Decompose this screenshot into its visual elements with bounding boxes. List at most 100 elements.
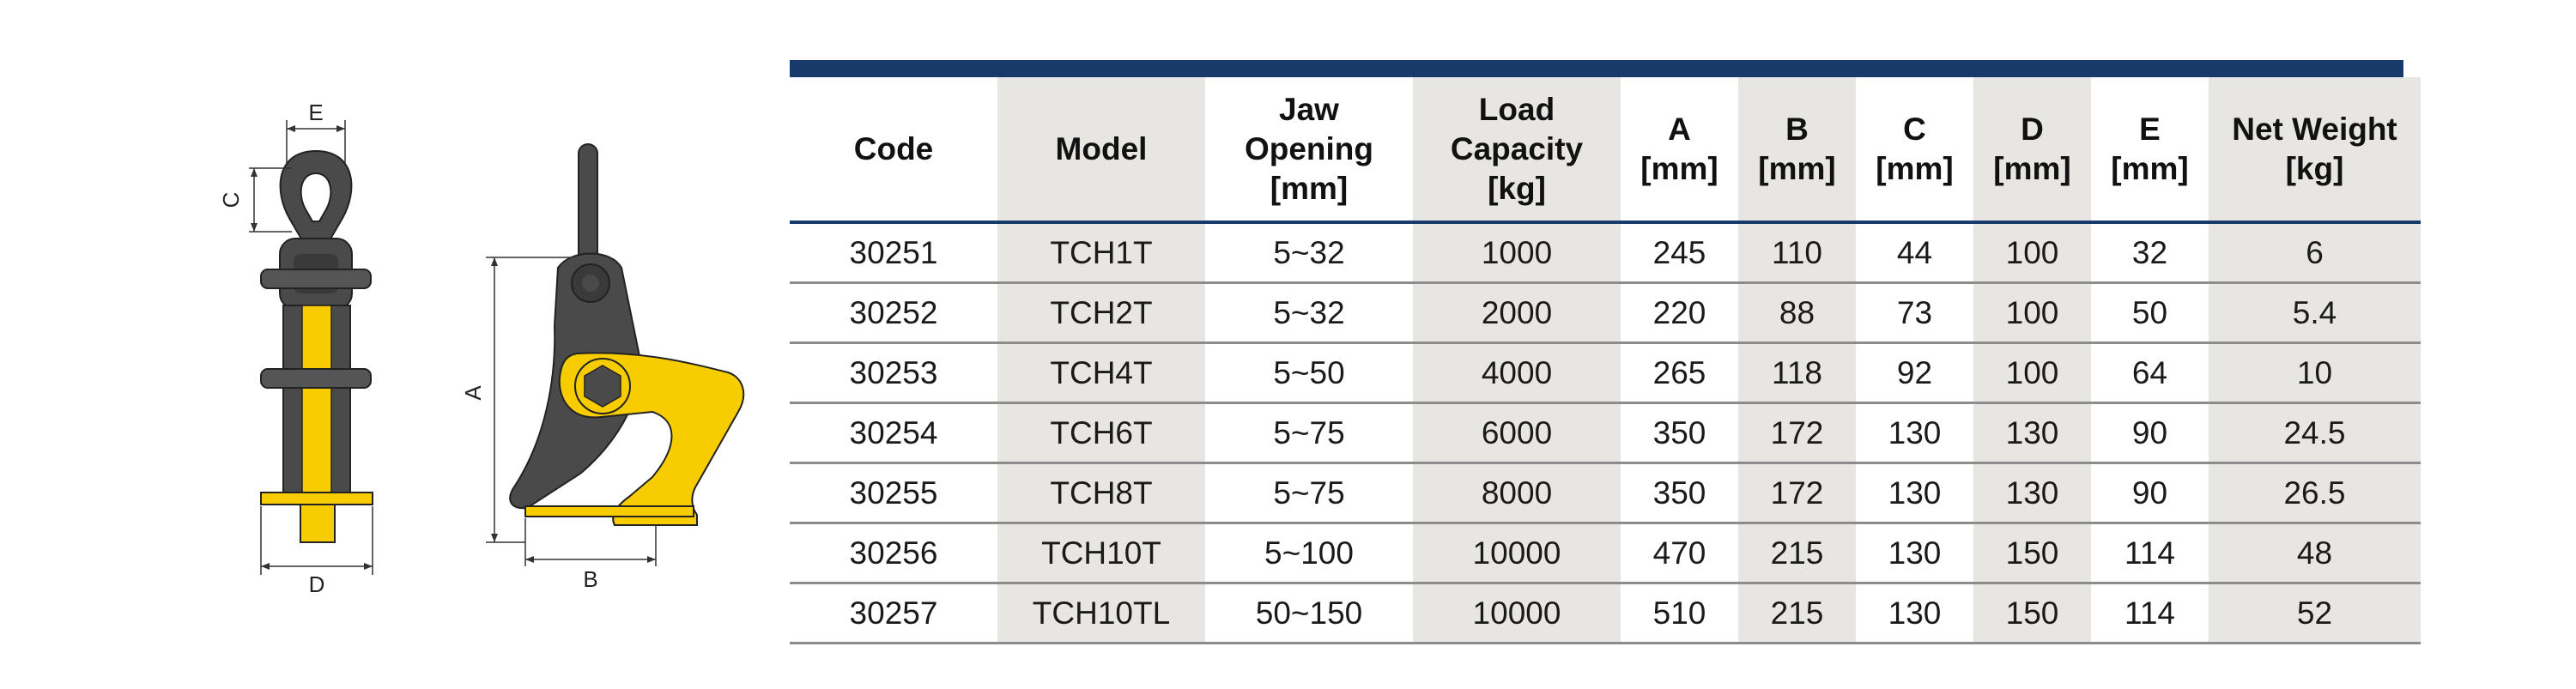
side-bottom-plate: [524, 505, 694, 517]
header-a: A [mm]: [1621, 77, 1738, 224]
cell-b: 215: [1738, 523, 1856, 584]
cell-code: 30254: [790, 402, 997, 464]
table-row: 30251 TCH1T 5~32 1000 245 110 44 100 32 6: [790, 222, 2421, 284]
cell-net-weight: 26.5: [2209, 462, 2421, 524]
cell-a: 265: [1621, 342, 1738, 404]
cell-jaw-opening: 5~75: [1205, 402, 1413, 464]
cell-model: TCH8T: [997, 462, 1205, 524]
cell-d: 100: [1973, 222, 2091, 284]
cell-e: 90: [2091, 402, 2209, 464]
cell-jaw-opening: 5~32: [1205, 282, 1413, 344]
spec-table-grid: Code Model Jaw Opening [mm] Load Capacit…: [790, 77, 2421, 644]
front-bolt-lower: [260, 368, 372, 389]
cell-e: 114: [2091, 523, 2209, 584]
front-base-plate: [260, 492, 373, 505]
cell-a: 470: [1621, 523, 1738, 584]
cell-d: 100: [1973, 282, 2091, 344]
cell-code: 30255: [790, 462, 997, 524]
dimension-d-label: D: [309, 571, 325, 597]
cell-net-weight: 48: [2209, 523, 2421, 584]
front-bolt-upper: [260, 269, 372, 289]
cell-jaw-opening: 5~32: [1205, 222, 1413, 284]
cell-c: 44: [1856, 222, 1973, 284]
table-row: 30255 TCH8T 5~75 8000 350 172 130 130 90 26.5: [790, 462, 2421, 524]
table-row: 30257 TCH10TL 50~150 10000 510 215 130 150 114 52: [790, 583, 2421, 644]
cell-a: 220: [1621, 282, 1738, 344]
cell-net-weight: 5.4: [2209, 282, 2421, 344]
cell-e: 64: [2091, 342, 2209, 404]
side-view-drawing: A B: [460, 143, 745, 592]
cell-load-capacity: 1000: [1413, 222, 1621, 284]
cell-d: 130: [1973, 402, 2091, 464]
cell-a: 510: [1621, 583, 1738, 644]
cell-b: 215: [1738, 583, 1856, 644]
cell-code: 30256: [790, 523, 997, 584]
cell-model: TCH1T: [997, 222, 1205, 284]
cell-load-capacity: 8000: [1413, 462, 1621, 524]
table-header-row: Code Model Jaw Opening [mm] Load Capacit…: [790, 77, 2421, 224]
specification-table: Code Model Jaw Opening [mm] Load Capacit…: [790, 60, 2421, 644]
cell-a: 245: [1621, 222, 1738, 284]
cell-code: 30257: [790, 583, 997, 644]
cell-b: 88: [1738, 282, 1856, 344]
cell-jaw-opening: 5~75: [1205, 462, 1413, 524]
cell-code: 30253: [790, 342, 997, 404]
cell-b: 110: [1738, 222, 1856, 284]
cell-net-weight: 10: [2209, 342, 2421, 404]
header-b: B [mm]: [1738, 77, 1856, 224]
cell-net-weight: 6: [2209, 222, 2421, 284]
front-lifting-eye: [279, 149, 353, 241]
cell-b: 172: [1738, 402, 1856, 464]
header-load-capacity: Load Capacity [kg]: [1413, 77, 1621, 224]
cell-model: TCH10TL: [997, 583, 1205, 644]
header-e: E [mm]: [2091, 77, 2209, 224]
cell-d: 150: [1973, 583, 2091, 644]
cell-net-weight: 52: [2209, 583, 2421, 644]
header-jaw-opening: Jaw Opening [mm]: [1205, 77, 1413, 224]
cell-e: 50: [2091, 282, 2209, 344]
cell-code: 30251: [790, 222, 997, 284]
table-row: 30252 TCH2T 5~32 2000 220 88 73 100 50 5.4: [790, 282, 2421, 344]
cell-jaw-opening: 5~50: [1205, 342, 1413, 404]
cell-net-weight: 24.5: [2209, 402, 2421, 464]
header-d: D [mm]: [1973, 77, 2091, 224]
cell-jaw-opening: 50~150: [1205, 583, 1413, 644]
cell-d: 100: [1973, 342, 2091, 404]
cell-load-capacity: 6000: [1413, 402, 1621, 464]
cell-b: 118: [1738, 342, 1856, 404]
dimension-a-label: A: [460, 385, 486, 401]
cell-load-capacity: 4000: [1413, 342, 1621, 404]
table-body: 30251 TCH1T 5~32 1000 245 110 44 100 32 6 30252 TCH…: [790, 222, 2421, 644]
cell-model: TCH6T: [997, 402, 1205, 464]
front-view-drawing: E C D: [218, 100, 373, 597]
cell-c: 73: [1856, 282, 1973, 344]
cell-model: TCH2T: [997, 282, 1205, 344]
cell-code: 30252: [790, 282, 997, 344]
table-row: 30253 TCH4T 5~50 4000 265 118 92 100 64 10: [790, 342, 2421, 404]
dimension-b-label: B: [583, 566, 597, 592]
table-row: 30256 TCH10T 5~100 10000 470 215 130 150 114 48: [790, 523, 2421, 584]
header-model: Model: [997, 77, 1205, 224]
cell-load-capacity: 10000: [1413, 583, 1621, 644]
cell-c: 130: [1856, 523, 1973, 584]
header-code: Code: [790, 77, 997, 224]
dimension-c-label: C: [218, 192, 244, 209]
cell-b: 172: [1738, 462, 1856, 524]
cell-e: 114: [2091, 583, 2209, 644]
cell-load-capacity: 2000: [1413, 282, 1621, 344]
cell-load-capacity: 10000: [1413, 523, 1621, 584]
header-net-weight: Net Weight [kg]: [2209, 77, 2421, 224]
cell-c: 130: [1856, 402, 1973, 464]
cell-a: 350: [1621, 402, 1738, 464]
cell-model: TCH10T: [997, 523, 1205, 584]
header-c: C [mm]: [1856, 77, 1973, 224]
cell-d: 150: [1973, 523, 2091, 584]
cell-d: 130: [1973, 462, 2091, 524]
cell-a: 350: [1621, 462, 1738, 524]
cell-c: 130: [1856, 583, 1973, 644]
cell-c: 92: [1856, 342, 1973, 404]
cell-e: 32: [2091, 222, 2209, 284]
table-row: 30254 TCH6T 5~75 6000 350 172 130 130 90 24.5: [790, 402, 2421, 464]
cell-model: TCH4T: [997, 342, 1205, 404]
